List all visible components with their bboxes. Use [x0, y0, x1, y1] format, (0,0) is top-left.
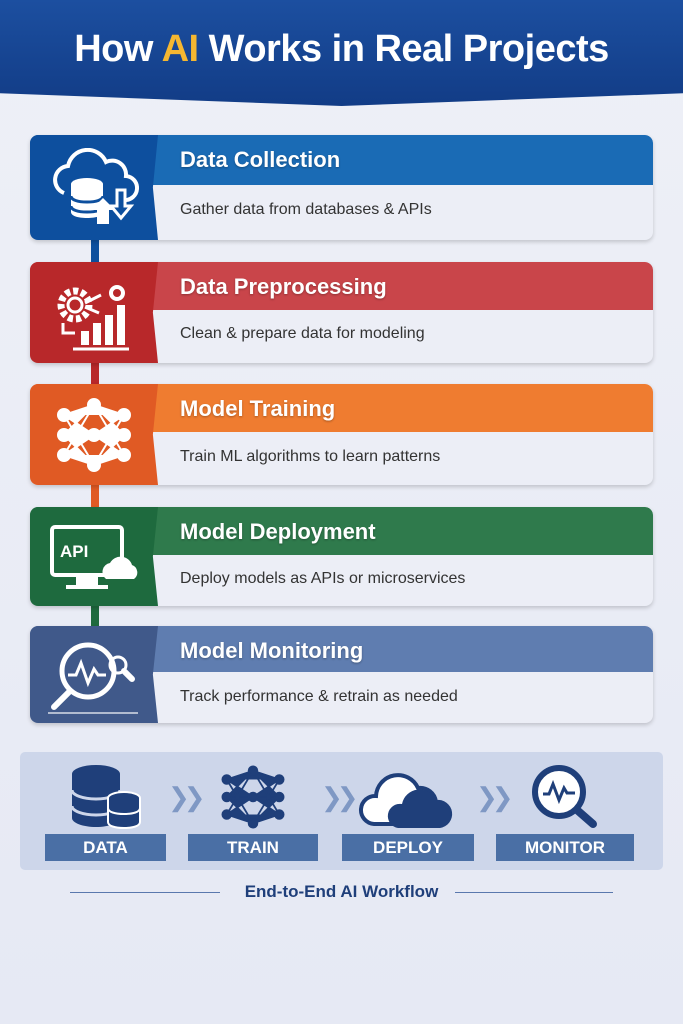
step-card-model-training: Model Training Train ML algorithms to le… — [30, 384, 653, 485]
workflow-step-deploy: DEPLOY — [342, 752, 474, 870]
step-card-data-collection: Data Collection Gather data from databas… — [30, 135, 653, 240]
divider — [70, 892, 220, 893]
workflow-label: TRAIN — [188, 834, 318, 861]
step-description: Clean & prepare data for modeling — [180, 325, 425, 342]
workflow-step-train: TRAIN — [188, 752, 318, 870]
cloud-icon — [358, 773, 453, 828]
workflow-label: MONITOR — [496, 834, 634, 861]
neural-network-icon — [221, 765, 285, 829]
step-description: Track performance & retrain as needed — [180, 688, 458, 705]
step-description: Train ML algorithms to learn patterns — [180, 448, 441, 465]
neural-network-icon — [30, 384, 158, 485]
connector — [91, 604, 99, 628]
magnifier-chart-icon — [30, 626, 158, 723]
workflow-label: DEPLOY — [342, 834, 474, 861]
header-banner — [0, 0, 683, 106]
step-description: Gather data from databases & APIs — [180, 201, 432, 218]
connector — [91, 238, 99, 264]
page-title: How AI Works in Real Projects — [74, 28, 609, 70]
step-card-data-preprocessing: Data Preprocessing Clean & prepare data … — [30, 262, 653, 363]
workflow-step-monitor: MONITOR — [496, 752, 634, 870]
step-card-model-monitoring: Model Monitoring Track performance & ret… — [30, 626, 653, 723]
chevron-right-icon: ❯❯ — [476, 782, 513, 812]
step-title: Model Training — [180, 396, 336, 421]
monitor-api-icon: API — [30, 507, 158, 606]
connector — [91, 361, 99, 386]
step-title: Model Monitoring — [180, 638, 364, 663]
connector — [91, 483, 99, 509]
chevron-right-icon: ❯❯ — [168, 782, 205, 812]
step-title: Data Preprocessing — [180, 274, 387, 299]
chevron-right-icon: ❯❯ — [321, 782, 358, 812]
workflow-panel: DATA ❯❯ TRAIN ❯❯ DEPLOY ❯❯ MONITOR — [20, 752, 663, 870]
workflow-step-data: DATA — [45, 752, 166, 870]
workflow-caption: End-to-End AI Workflow — [244, 882, 439, 901]
step-description: Deploy models as APIs or microservices — [180, 570, 466, 587]
step-title: Data Collection — [180, 147, 341, 172]
gear-chart-icon — [30, 262, 158, 363]
database-icon — [70, 765, 141, 830]
workflow-label: DATA — [45, 834, 166, 861]
divider — [455, 892, 613, 893]
magnifier-chart-icon — [532, 765, 597, 828]
step-card-model-deployment: API Model Deployment Deploy models as AP… — [30, 507, 653, 606]
cloud-database-icon — [30, 135, 158, 240]
step-title: Model Deployment — [180, 519, 376, 544]
svg-text:API: API — [60, 542, 88, 561]
